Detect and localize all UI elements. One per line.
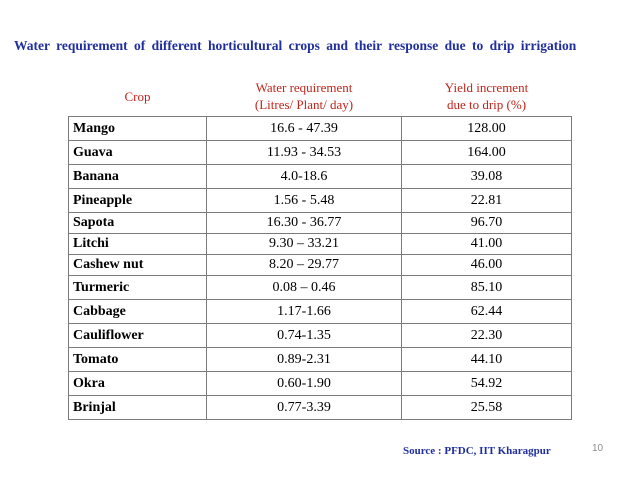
crop-name: Litchi: [68, 233, 207, 255]
table-row: Cashew nut 8.20 – 29.77 46.00: [68, 254, 572, 276]
water-requirement: 4.0-18.6: [206, 164, 402, 189]
crop-name: Cabbage: [68, 299, 207, 324]
water-requirement: 0.08 – 0.46: [206, 275, 402, 300]
table-row: Brinjal 0.77-3.39 25.58: [68, 395, 572, 420]
source-citation: Source : PFDC, IIT Kharagpur: [403, 445, 551, 457]
crop-name: Brinjal: [68, 395, 207, 420]
header-yield-increment: Yield increment due to drip (%): [401, 76, 572, 117]
crop-name: Tomato: [68, 347, 207, 372]
yield-increment: 46.00: [401, 254, 572, 276]
yield-increment: 62.44: [401, 299, 572, 324]
water-requirement: 9.30 – 33.21: [206, 233, 402, 255]
header-crop: Crop: [68, 76, 207, 117]
water-requirement: 16.6 - 47.39: [206, 116, 402, 141]
header-crop-label: Crop: [124, 88, 151, 104]
slide-title: Water requirement of different horticult…: [14, 38, 577, 53]
table-row: Sapota 16.30 - 36.77 96.70: [68, 212, 572, 234]
table-header-row: Crop Water requirement (Litres/ Plant/ d…: [68, 76, 572, 117]
water-requirement: 0.77-3.39: [206, 395, 402, 420]
crop-name: Mango: [68, 116, 207, 141]
yield-increment: 25.58: [401, 395, 572, 420]
table-row: Cauliflower 0.74-1.35 22.30: [68, 323, 572, 348]
page-number: 10: [592, 443, 604, 454]
header-water-requirement: Water requirement (Litres/ Plant/ day): [206, 76, 402, 117]
table-row: Banana 4.0-18.6 39.08: [68, 164, 572, 189]
water-requirement: 0.60-1.90: [206, 371, 402, 396]
crop-water-table: Crop Water requirement (Litres/ Plant/ d…: [68, 76, 572, 420]
yield-increment: 39.08: [401, 164, 572, 189]
crop-name: Cauliflower: [68, 323, 207, 348]
table-row: Mango 16.6 - 47.39 128.00: [68, 116, 572, 141]
crop-name: Pineapple: [68, 188, 207, 213]
crop-name: Guava: [68, 140, 207, 165]
header-water-line2: (Litres/ Plant/ day): [254, 97, 354, 112]
yield-increment: 85.10: [401, 275, 572, 300]
table-row: Litchi 9.30 – 33.21 41.00: [68, 233, 572, 255]
yield-increment: 41.00: [401, 233, 572, 255]
yield-increment: 22.30: [401, 323, 572, 348]
yield-increment: 22.81: [401, 188, 572, 213]
crop-name: Turmeric: [68, 275, 207, 300]
yield-increment: 128.00: [401, 116, 572, 141]
table-row: Pineapple 1.56 - 5.48 22.81: [68, 188, 572, 213]
header-water-line1: Water requirement: [255, 80, 353, 95]
water-requirement: 11.93 - 34.53: [206, 140, 402, 165]
water-requirement: 0.89-2.31: [206, 347, 402, 372]
table-row: Tomato 0.89-2.31 44.10: [68, 347, 572, 372]
crop-name: Sapota: [68, 212, 207, 234]
table-row: Okra 0.60-1.90 54.92: [68, 371, 572, 396]
water-requirement: 16.30 - 36.77: [206, 212, 402, 234]
table-row: Turmeric 0.08 – 0.46 85.10: [68, 275, 572, 300]
header-yield-line2: due to drip (%): [446, 97, 527, 112]
header-yield-line1: Yield increment: [444, 80, 529, 95]
crop-name: Okra: [68, 371, 207, 396]
water-requirement: 1.56 - 5.48: [206, 188, 402, 213]
yield-increment: 164.00: [401, 140, 572, 165]
crop-name: Cashew nut: [68, 254, 207, 276]
yield-increment: 96.70: [401, 212, 572, 234]
water-requirement: 0.74-1.35: [206, 323, 402, 348]
table-row: Guava 11.93 - 34.53 164.00: [68, 140, 572, 165]
yield-increment: 54.92: [401, 371, 572, 396]
table-row: Cabbage 1.17-1.66 62.44: [68, 299, 572, 324]
crop-name: Banana: [68, 164, 207, 189]
water-requirement: 8.20 – 29.77: [206, 254, 402, 276]
yield-increment: 44.10: [401, 347, 572, 372]
water-requirement: 1.17-1.66: [206, 299, 402, 324]
